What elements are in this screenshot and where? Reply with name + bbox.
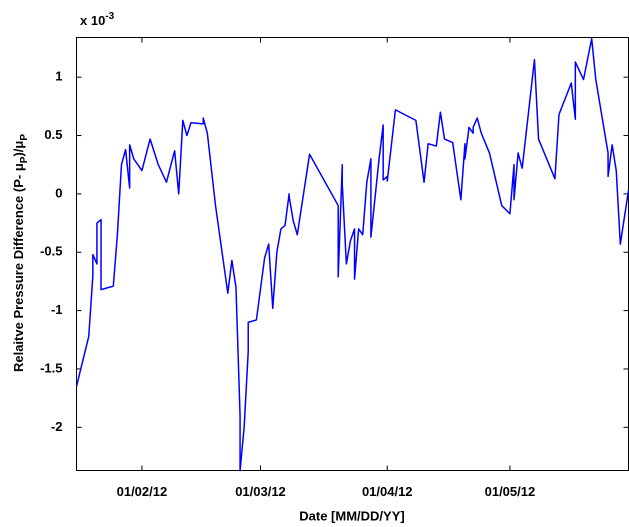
y-tick-label: 0 bbox=[55, 185, 62, 200]
y-axis-label: Relaitve Pressure Difference (P- μP)/μP bbox=[11, 134, 29, 372]
x-axis-label: Date [MM/DD/YY] bbox=[299, 508, 404, 523]
multiplier-base: x 10 bbox=[80, 13, 105, 28]
y-tick-label: -1.5 bbox=[40, 360, 62, 375]
x-tick-label: 01/02/12 bbox=[117, 484, 168, 499]
x-tick-label: 01/04/12 bbox=[362, 484, 413, 499]
multiplier-exponent: -3 bbox=[105, 11, 114, 22]
y-tick-label: -0.5 bbox=[40, 244, 62, 259]
x-tick-label: 01/03/12 bbox=[235, 484, 286, 499]
y-label-sub: P bbox=[19, 134, 30, 141]
y-tick-label: -1 bbox=[51, 302, 63, 317]
y-label-part: Relaitve Pressure Difference (P- μ bbox=[11, 163, 26, 372]
y-label-sub: P bbox=[19, 156, 30, 163]
x-tick-label: 01/05/12 bbox=[485, 484, 536, 499]
y-tick-label: -2 bbox=[51, 419, 63, 434]
y-multiplier: x 10-3 bbox=[80, 11, 115, 29]
y-label-part: )/μ bbox=[11, 141, 26, 157]
y-tick-label: 0.5 bbox=[44, 127, 62, 142]
data-line bbox=[75, 37, 629, 472]
y-tick-label: 1 bbox=[55, 69, 62, 84]
